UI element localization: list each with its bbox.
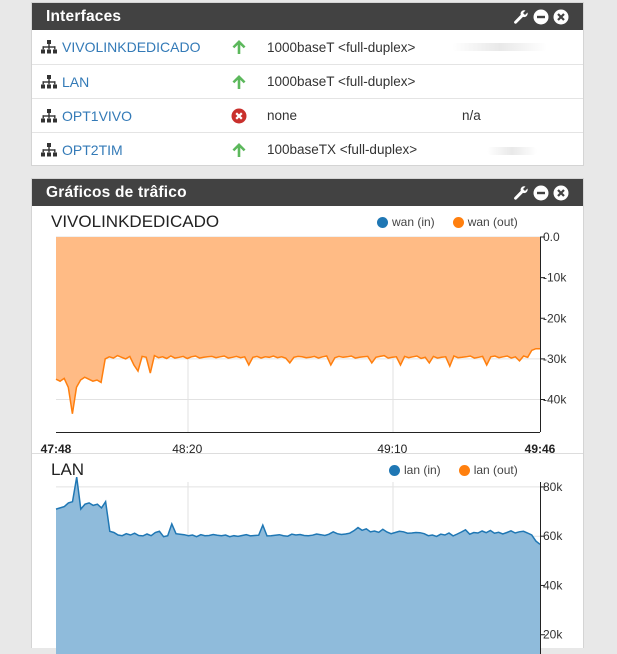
interface-row: VIVOLINKDEDICADO 1000baseT <full-duplex> [32, 30, 583, 64]
series-line-in [55, 476, 541, 545]
interface-row: OPT2TIM 100baseTX <full-duplex> [32, 132, 583, 166]
status-up-icon [231, 142, 247, 161]
interface-link[interactable]: LAN [62, 73, 90, 90]
close-circle-icon[interactable] [552, 184, 569, 201]
traffic-graphs-panel: Gráficos de trâfico VIVOLINKDEDICADO wan… [31, 178, 584, 654]
interface-link[interactable]: VIVOLINKDEDICADO [62, 39, 201, 55]
y-tick-label: -30k [543, 352, 567, 366]
x-tick-label: 47:48 [41, 442, 72, 454]
legend-label[interactable]: wan (out) [467, 215, 518, 229]
y-tick-label: -20k [543, 311, 567, 325]
minus-circle-icon[interactable] [532, 8, 549, 25]
legend-swatch-out [458, 464, 470, 476]
chart-title: VIVOLINKDEDICADO [51, 212, 220, 231]
legend-swatch-in [377, 216, 388, 228]
redacted-address [487, 147, 537, 155]
legend-label[interactable]: lan (out) [473, 463, 518, 477]
status-down-icon [231, 108, 247, 127]
series-area-out [56, 237, 540, 414]
legend-label[interactable]: wan (in) [392, 215, 435, 229]
x-tick-label: 49:46 [525, 442, 556, 454]
chart-legend: wan (in) wan (out) [377, 215, 518, 229]
network-icon [41, 109, 57, 126]
interface-link[interactable]: OPT1VIVO [62, 107, 133, 124]
interface-row: LAN 1000baseT <full-duplex> [32, 64, 583, 98]
network-icon [41, 40, 57, 57]
x-tick-label: 49:10 [377, 442, 407, 454]
x-tick-label: 48:20 [172, 442, 202, 454]
legend-swatch-in [389, 464, 400, 476]
interface-media: 1000baseT <full-duplex> [267, 39, 416, 55]
series-line-out [55, 347, 540, 414]
status-up-icon [231, 39, 247, 58]
interface-media: none [267, 108, 298, 123]
wrench-icon[interactable] [512, 184, 529, 201]
interfaces-panel-title: Interfaces [46, 7, 122, 25]
lan-traffic-chart: LAN lan (in) lan (out) 80k 60k 40k 20k [32, 454, 583, 654]
traffic-panel-title: Gráficos de trâfico [46, 183, 187, 201]
interface-media: 1000baseT <full-duplex> [267, 74, 416, 89]
interfaces-panel: Interfaces VIVOLINKDEDICADO 1000baseT <f… [31, 2, 584, 166]
interfaces-list: VIVOLINKDEDICADO 1000baseT <full-duplex>… [32, 30, 583, 166]
chart-legend: lan (in) lan (out) [389, 463, 518, 477]
series-area-in [56, 477, 540, 654]
lan-chart-plot: 80k 60k 40k 20k [55, 476, 563, 654]
wrench-icon[interactable] [512, 8, 529, 25]
legend-swatch-out [452, 216, 464, 228]
y-tick-label: 20k [543, 628, 563, 642]
network-icon [41, 143, 57, 160]
y-tick-label: -40k [543, 393, 567, 407]
interface-link[interactable]: OPT2TIM [62, 141, 123, 158]
interface-media: 100baseTX <full-duplex> [267, 142, 418, 157]
y-tick-label: -10k [543, 271, 567, 285]
y-tick-label: 60k [543, 529, 563, 543]
network-icon [41, 75, 57, 92]
y-tick-label: 40k [543, 578, 563, 592]
wan-chart-plot: 0.0 -10k -20k -30k -40k 47:48 48:20 49:10 49:46 [41, 230, 568, 454]
interface-address: n/a [462, 108, 481, 123]
status-up-icon [231, 74, 247, 93]
redacted-address [452, 43, 547, 51]
interface-row: OPT1VIVO none n/a [32, 98, 583, 132]
interfaces-panel-header: Interfaces [32, 3, 583, 30]
minus-circle-icon[interactable] [532, 184, 549, 201]
legend-label[interactable]: lan (in) [404, 463, 441, 477]
chart-title: LAN [51, 460, 85, 479]
y-tick-label: 0.0 [543, 230, 560, 244]
wan-traffic-chart: VIVOLINKDEDICADO wan (in) wan (out) 0.0 -… [32, 206, 583, 454]
traffic-panel-header: Gráficos de trâfico [32, 179, 583, 206]
close-circle-icon[interactable] [552, 8, 569, 25]
y-tick-label: 80k [543, 480, 563, 494]
